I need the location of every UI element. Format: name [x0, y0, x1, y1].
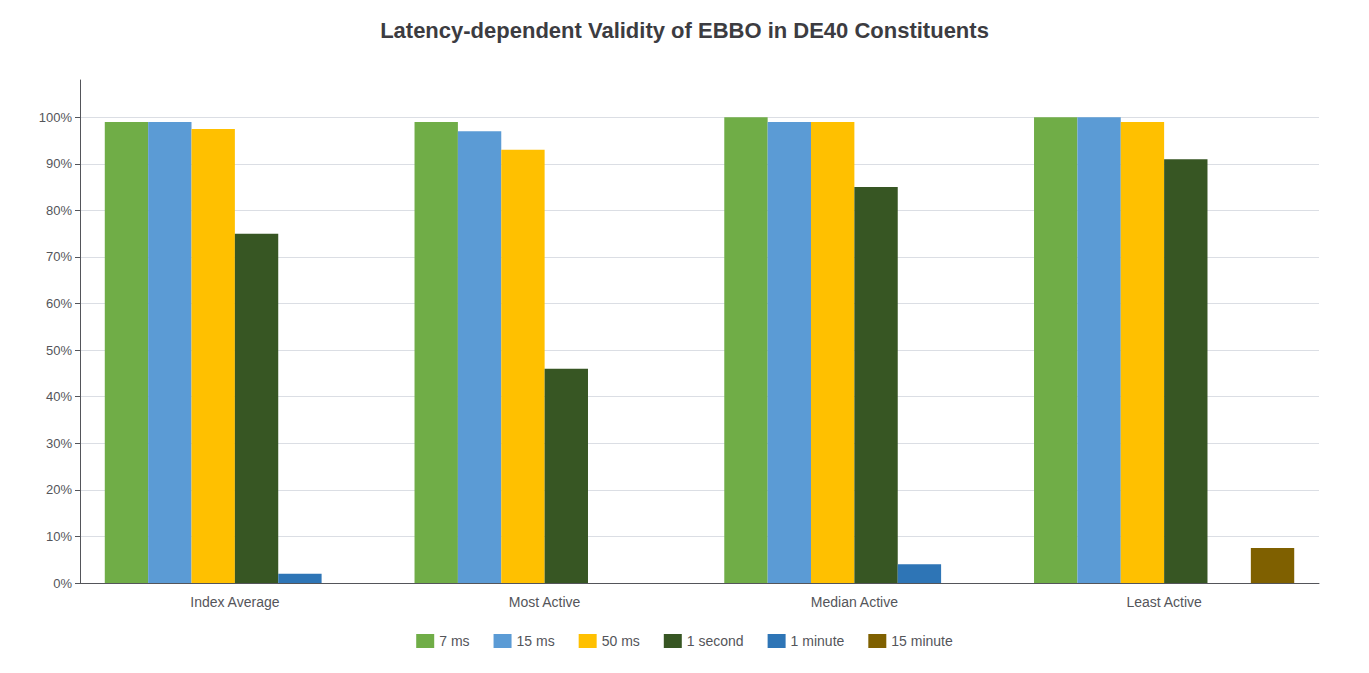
svg-text:90%: 90%: [46, 156, 72, 171]
svg-text:15 ms: 15 ms: [517, 633, 555, 649]
svg-text:1 second: 1 second: [687, 633, 744, 649]
svg-text:Median Active: Median Active: [811, 594, 898, 610]
svg-text:80%: 80%: [46, 203, 72, 218]
svg-text:Most Active: Most Active: [509, 594, 581, 610]
svg-text:20%: 20%: [46, 482, 72, 497]
svg-text:10%: 10%: [46, 529, 72, 544]
svg-text:Least Active: Least Active: [1126, 594, 1202, 610]
svg-text:70%: 70%: [46, 249, 72, 264]
svg-text:40%: 40%: [46, 389, 72, 404]
svg-text:30%: 30%: [46, 436, 72, 451]
svg-text:7 ms: 7 ms: [439, 633, 469, 649]
svg-text:50%: 50%: [46, 343, 72, 358]
svg-text:50 ms: 50 ms: [602, 633, 640, 649]
svg-text:100%: 100%: [39, 110, 73, 125]
svg-text:0%: 0%: [53, 576, 72, 591]
svg-text:1 minute: 1 minute: [791, 633, 845, 649]
svg-text:60%: 60%: [46, 296, 72, 311]
svg-text:Latency-dependent Validity of: Latency-dependent Validity of EBBO in DE…: [380, 18, 989, 43]
svg-text:15 minute: 15 minute: [891, 633, 953, 649]
svg-text:Index Average: Index Average: [190, 594, 279, 610]
